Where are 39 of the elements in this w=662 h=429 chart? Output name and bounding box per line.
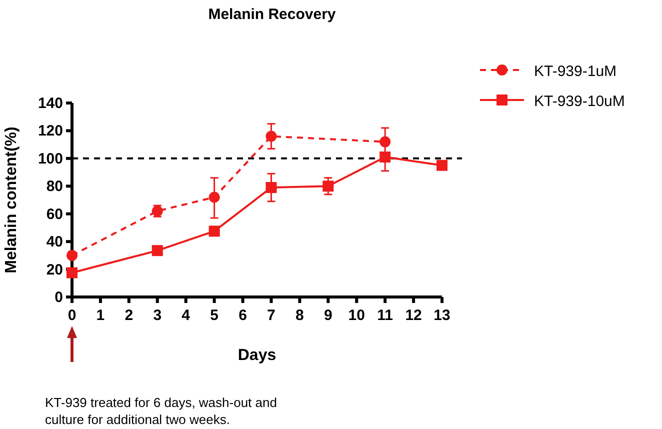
- x-tick-label: 9: [324, 307, 332, 324]
- x-tick-label: 1: [96, 307, 105, 324]
- x-tick-label: 5: [210, 307, 218, 324]
- text: KT-939 treated for 6 days, wash-out and culture for additional two weeks.: [45, 395, 277, 427]
- point: [266, 182, 277, 194]
- point: [436, 160, 448, 171]
- legend-label: KT-939-1uM: [534, 63, 617, 80]
- point: [152, 245, 163, 256]
- y-axis-title: Melanin content(%): [3, 126, 20, 274]
- point: [380, 152, 391, 163]
- x-tick-label: 13: [434, 307, 450, 324]
- x-tick-label: 3: [153, 307, 162, 324]
- x-tick-label: 8: [296, 307, 304, 324]
- y-tick-label: 20: [46, 261, 63, 278]
- chart-title: Melanin Recovery: [208, 6, 336, 23]
- x-tick-label: 11: [377, 307, 394, 324]
- point: [208, 226, 220, 237]
- y-tick-label: 100: [38, 150, 63, 168]
- legend-label: KT-939-10uM: [534, 93, 625, 110]
- point: [322, 180, 334, 192]
- x-tick-label: 4: [182, 307, 191, 324]
- y-tick-label: 140: [38, 95, 63, 112]
- x-tick-label: 7: [267, 307, 276, 324]
- y-tick-label: 120: [38, 122, 63, 140]
- y-tick-label: 60: [46, 206, 63, 223]
- point: [66, 267, 78, 278]
- point: [66, 250, 78, 261]
- point: [380, 136, 391, 148]
- x-tick-label: 0: [68, 307, 76, 324]
- x-tick-label: 12: [405, 307, 422, 324]
- point: [266, 130, 277, 142]
- x-tick-label: 2: [124, 307, 134, 324]
- y-tick-label: 80: [46, 178, 63, 196]
- point: [208, 192, 220, 203]
- y-tick-label: 40: [46, 234, 63, 251]
- x-axis-title: Days: [238, 347, 276, 364]
- x-tick-label: 10: [348, 307, 365, 324]
- y-tick-label: 0: [54, 289, 63, 306]
- x-tick-label: 6: [238, 307, 247, 324]
